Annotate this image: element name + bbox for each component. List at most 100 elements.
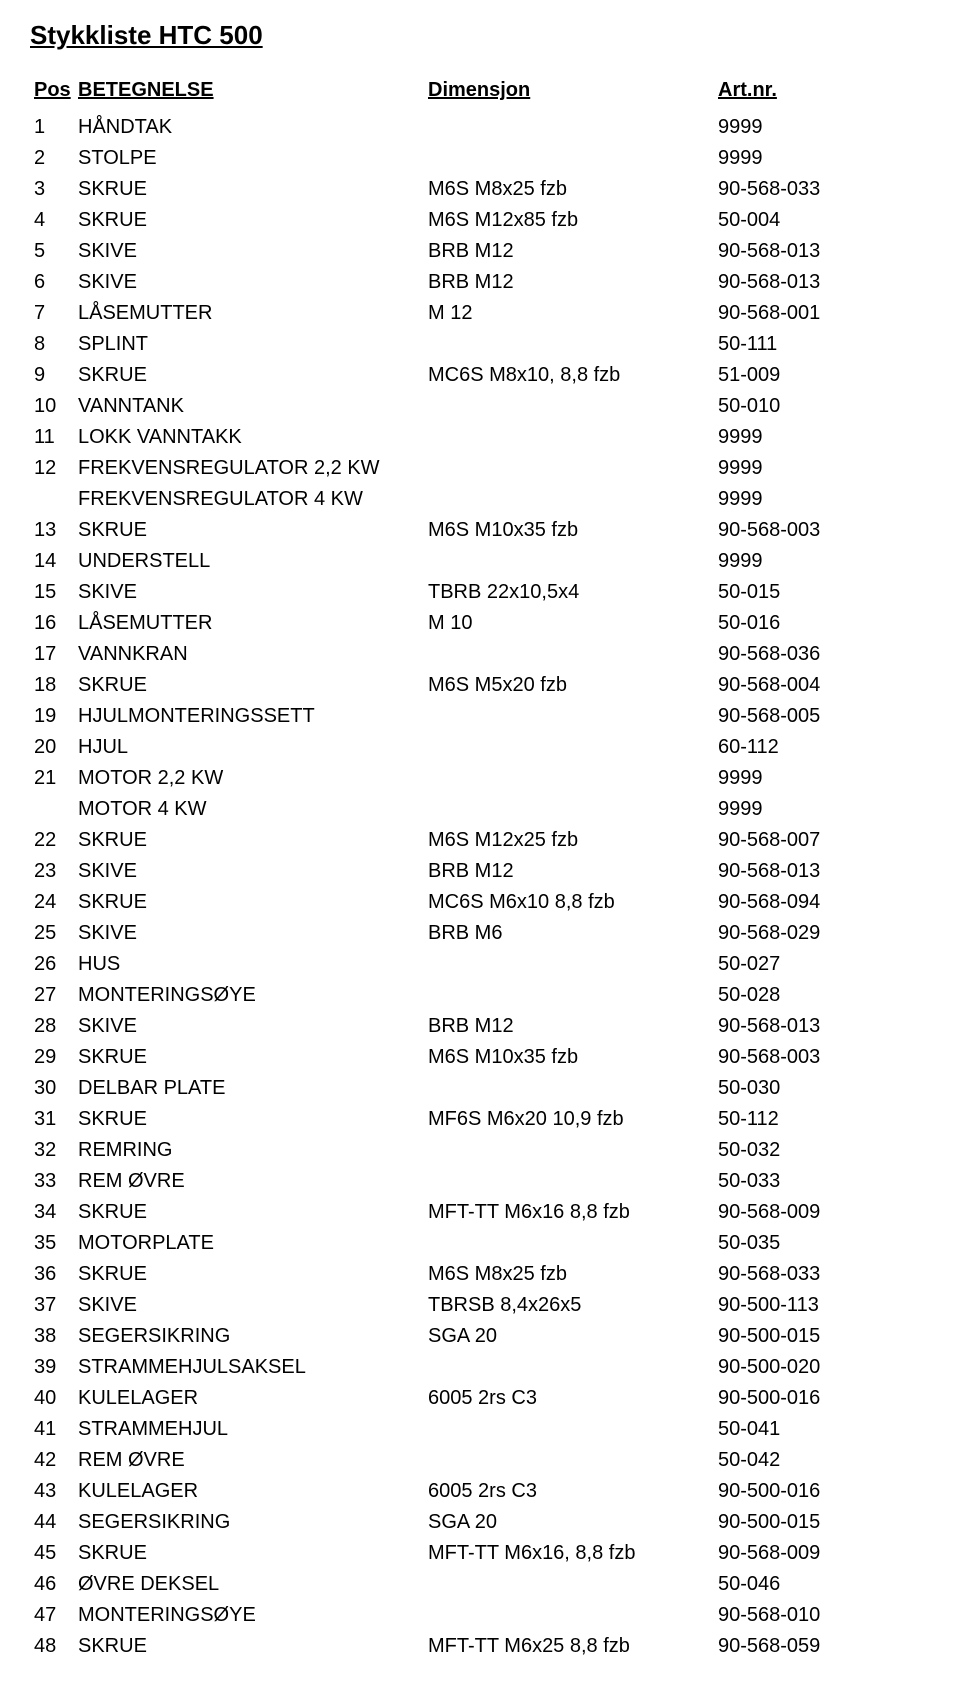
cell-art: 50-035	[714, 1228, 930, 1259]
table-header: Pos BETEGNELSE Dimensjon Art.nr.	[30, 75, 930, 112]
cell-art: 90-500-113	[714, 1290, 930, 1321]
cell-dim	[424, 701, 714, 732]
table-row: 37SKIVETBRSB 8,4x26x590-500-113	[30, 1290, 930, 1321]
table-row: 33REM ØVRE50-033	[30, 1166, 930, 1197]
table-body: 1HÅNDTAK99992STOLPE99993SKRUEM6S M8x25 f…	[30, 112, 930, 1662]
cell-name: STRAMMEHJUL	[74, 1414, 424, 1445]
cell-pos	[30, 794, 74, 825]
cell-dim: TBRB 22x10,5x4	[424, 577, 714, 608]
table-row: 44SEGERSIKRINGSGA 2090-500-015	[30, 1507, 930, 1538]
cell-name: FREKVENSREGULATOR 2,2 KW	[74, 453, 424, 484]
cell-name: FREKVENSREGULATOR 4 KW	[74, 484, 424, 515]
table-row: 16LÅSEMUTTERM 1050-016	[30, 608, 930, 639]
cell-pos: 32	[30, 1135, 74, 1166]
cell-dim	[424, 639, 714, 670]
cell-art: 90-568-059	[714, 1631, 930, 1662]
cell-art: 9999	[714, 112, 930, 143]
cell-dim: M6S M12x85 fzb	[424, 205, 714, 236]
table-row: 17VANNKRAN90-568-036	[30, 639, 930, 670]
table-row: 31SKRUEMF6S M6x20 10,9 fzb50-112	[30, 1104, 930, 1135]
cell-pos	[30, 484, 74, 515]
table-row: 9SKRUEMC6S M8x10, 8,8 fzb51-009	[30, 360, 930, 391]
cell-pos: 21	[30, 763, 74, 794]
cell-dim: M6S M8x25 fzb	[424, 174, 714, 205]
cell-dim	[424, 391, 714, 422]
cell-pos: 47	[30, 1600, 74, 1631]
cell-art: 90-568-003	[714, 1042, 930, 1073]
cell-art: 50-041	[714, 1414, 930, 1445]
table-row: 40KULELAGER6005 2rs C390-500-016	[30, 1383, 930, 1414]
cell-name: SKRUE	[74, 1042, 424, 1073]
cell-dim	[424, 329, 714, 360]
parts-table: Pos BETEGNELSE Dimensjon Art.nr. 1HÅNDTA…	[30, 75, 930, 1662]
cell-dim: M6S M10x35 fzb	[424, 1042, 714, 1073]
cell-pos: 10	[30, 391, 74, 422]
cell-pos: 12	[30, 453, 74, 484]
cell-dim: BRB M12	[424, 856, 714, 887]
cell-dim	[424, 1445, 714, 1476]
cell-art: 50-042	[714, 1445, 930, 1476]
table-row: 23SKIVEBRB M1290-568-013	[30, 856, 930, 887]
cell-name: SKRUE	[74, 360, 424, 391]
cell-dim	[424, 422, 714, 453]
cell-name: SKRUE	[74, 670, 424, 701]
table-row: 11LOKK VANNTAKK9999	[30, 422, 930, 453]
cell-name: SKIVE	[74, 236, 424, 267]
cell-pos: 24	[30, 887, 74, 918]
table-row: 28SKIVEBRB M1290-568-013	[30, 1011, 930, 1042]
cell-pos: 16	[30, 608, 74, 639]
cell-name: HÅNDTAK	[74, 112, 424, 143]
cell-name: HJUL	[74, 732, 424, 763]
cell-dim	[424, 1414, 714, 1445]
table-row: 25SKIVEBRB M690-568-029	[30, 918, 930, 949]
cell-dim	[424, 453, 714, 484]
cell-art: 9999	[714, 453, 930, 484]
cell-art: 50-027	[714, 949, 930, 980]
cell-art: 90-568-009	[714, 1538, 930, 1569]
table-row: MOTOR 4 KW9999	[30, 794, 930, 825]
cell-art: 50-004	[714, 205, 930, 236]
cell-name: MONTERINGSØYE	[74, 980, 424, 1011]
cell-art: 90-568-001	[714, 298, 930, 329]
cell-dim: MC6S M8x10, 8,8 fzb	[424, 360, 714, 391]
table-row: 18SKRUEM6S M5x20 fzb90-568-004	[30, 670, 930, 701]
cell-art: 50-010	[714, 391, 930, 422]
cell-name: SEGERSIKRING	[74, 1321, 424, 1352]
table-row: 7LÅSEMUTTERM 1290-568-001	[30, 298, 930, 329]
cell-art: 90-568-005	[714, 701, 930, 732]
cell-pos: 29	[30, 1042, 74, 1073]
table-row: 8SPLINT50-111	[30, 329, 930, 360]
table-row: 22SKRUEM6S M12x25 fzb90-568-007	[30, 825, 930, 856]
cell-pos: 44	[30, 1507, 74, 1538]
cell-art: 50-030	[714, 1073, 930, 1104]
cell-art: 9999	[714, 763, 930, 794]
cell-name: SKIVE	[74, 1290, 424, 1321]
cell-pos: 19	[30, 701, 74, 732]
cell-pos: 34	[30, 1197, 74, 1228]
cell-name: SKIVE	[74, 267, 424, 298]
cell-pos: 3	[30, 174, 74, 205]
cell-pos: 43	[30, 1476, 74, 1507]
table-row: 46ØVRE DEKSEL50-046	[30, 1569, 930, 1600]
cell-art: 90-568-036	[714, 639, 930, 670]
col-name: BETEGNELSE	[74, 75, 424, 112]
cell-pos: 46	[30, 1569, 74, 1600]
cell-name: VANNTANK	[74, 391, 424, 422]
cell-art: 50-028	[714, 980, 930, 1011]
cell-dim: 6005 2rs C3	[424, 1476, 714, 1507]
cell-art: 60-112	[714, 732, 930, 763]
cell-dim: M6S M12x25 fzb	[424, 825, 714, 856]
cell-pos: 33	[30, 1166, 74, 1197]
cell-dim	[424, 1569, 714, 1600]
cell-dim	[424, 1600, 714, 1631]
cell-name: SKIVE	[74, 577, 424, 608]
cell-art: 90-500-016	[714, 1383, 930, 1414]
cell-pos: 11	[30, 422, 74, 453]
cell-art: 90-568-004	[714, 670, 930, 701]
cell-name: STOLPE	[74, 143, 424, 174]
cell-name: MOTORPLATE	[74, 1228, 424, 1259]
cell-dim: MFT-TT M6x25 8,8 fzb	[424, 1631, 714, 1662]
cell-art: 90-568-003	[714, 515, 930, 546]
cell-dim: BRB M12	[424, 236, 714, 267]
cell-art: 50-112	[714, 1104, 930, 1135]
